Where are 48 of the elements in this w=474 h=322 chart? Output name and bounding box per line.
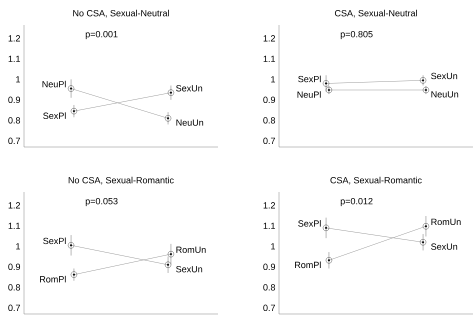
data-label: NeuUn bbox=[431, 91, 458, 98]
chart-title: No CSA, Sexual-Romantic bbox=[68, 176, 174, 184]
data-label: RomUn bbox=[176, 246, 206, 253]
data-label: RomUn bbox=[431, 218, 461, 226]
data-label: RomPl bbox=[40, 276, 66, 282]
data-label: SexUn bbox=[431, 72, 458, 80]
y-tick-label: 0.9 bbox=[263, 96, 276, 104]
data-label: SexUn bbox=[431, 243, 458, 250]
y-tick-label: 1 bbox=[16, 76, 20, 82]
annotation: p=0.001 bbox=[86, 30, 118, 40]
y-tick-label: 1.2 bbox=[8, 35, 20, 42]
y-tick-label: 0.8 bbox=[263, 284, 276, 291]
y-tick-label: 0.9 bbox=[263, 264, 276, 270]
y-tick-label: 1 bbox=[271, 243, 276, 250]
data-label: SexPl bbox=[43, 112, 66, 119]
y-tick-label: 0.9 bbox=[8, 264, 20, 270]
data-label: SexPl bbox=[298, 76, 321, 82]
y-tick-label: 1.2 bbox=[8, 202, 20, 208]
data-label: NeuUn bbox=[176, 119, 204, 126]
data-label: SexUn bbox=[176, 85, 202, 92]
y-tick-label: 0.7 bbox=[263, 138, 276, 144]
data-label: SexUn bbox=[176, 266, 202, 272]
y-tick-label: 0.7 bbox=[8, 138, 20, 144]
y-tick-label: 0.9 bbox=[8, 96, 20, 104]
y-tick-label: 1.2 bbox=[264, 202, 276, 208]
y-tick-label: 0.8 bbox=[8, 284, 20, 291]
y-tick-label: 1.1 bbox=[264, 56, 276, 62]
data-label: SexPl bbox=[298, 220, 321, 227]
annotation: p=0.053 bbox=[86, 198, 118, 206]
data-label: NeuPl bbox=[298, 91, 321, 98]
data-label: RomPl bbox=[295, 261, 321, 268]
y-tick-label: 0.8 bbox=[263, 117, 276, 124]
annotation: p=0.012 bbox=[340, 198, 373, 206]
y-tick-label: 1.1 bbox=[8, 56, 20, 62]
chart-title: CSA, Sexual-Romantic bbox=[330, 176, 422, 184]
chart-title: CSA, Sexual-Neutral bbox=[334, 10, 417, 18]
data-label: SexPl bbox=[43, 237, 66, 244]
y-tick-label: 1.2 bbox=[264, 35, 276, 42]
y-tick-label: 0.7 bbox=[8, 304, 20, 312]
y-tick-label: 1.1 bbox=[8, 222, 20, 229]
data-label: NeuPl bbox=[42, 80, 66, 88]
y-tick-label: 1.1 bbox=[264, 222, 276, 229]
y-tick-label: 0.8 bbox=[8, 117, 20, 124]
annotation: p=0.805 bbox=[340, 30, 373, 40]
chart-title: No CSA, Sexual-Neutral bbox=[73, 10, 169, 18]
y-tick-label: 0.7 bbox=[263, 304, 276, 312]
y-tick-label: 1 bbox=[16, 243, 20, 250]
y-tick-label: 1 bbox=[271, 76, 276, 82]
